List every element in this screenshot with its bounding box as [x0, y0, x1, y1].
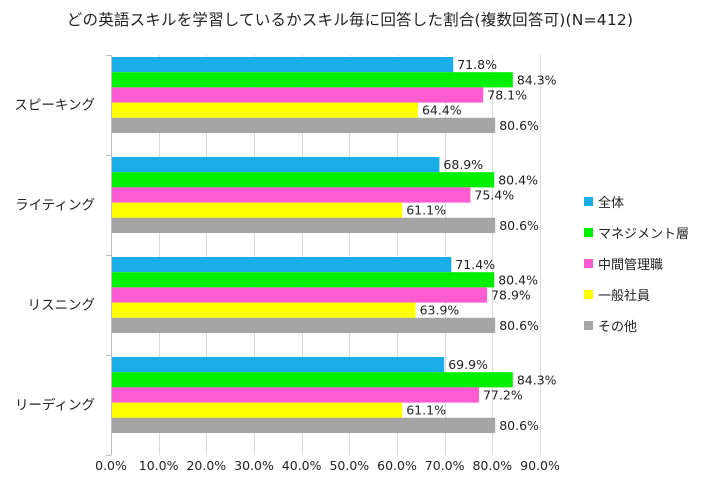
bar — [112, 387, 479, 403]
legend-label: 一般社員 — [598, 289, 651, 304]
bar — [112, 217, 496, 233]
legend-item-management: マネジメント層 — [584, 217, 689, 248]
legend-swatch — [584, 197, 593, 206]
data-label: 71.8% — [457, 57, 497, 72]
legend-label: 全体 — [598, 196, 625, 211]
x-tick-label: 90.0% — [520, 458, 560, 473]
bar — [112, 372, 513, 388]
data-label: 80.4% — [498, 172, 538, 187]
x-tick-label: 20.0% — [186, 458, 226, 473]
legend: 全体 マネジメント層 中間管理職 一般社員 その他 — [584, 186, 689, 341]
legend-item-general-staff: 一般社員 — [584, 279, 689, 310]
legend-swatch — [584, 259, 593, 268]
data-label: 63.9% — [420, 303, 460, 318]
data-label: 69.9% — [448, 357, 488, 372]
x-tick-label: 30.0% — [234, 458, 274, 473]
bar — [112, 57, 454, 73]
legend-label: マネジメント層 — [598, 227, 690, 242]
category-label: スピーキング — [14, 98, 95, 114]
data-label: 78.1% — [487, 88, 527, 103]
legend-label: 中間管理職 — [598, 258, 664, 273]
bar — [112, 317, 496, 333]
bar — [112, 272, 495, 288]
bar — [112, 257, 452, 273]
bar — [112, 87, 484, 103]
x-tick-label: 60.0% — [377, 458, 417, 473]
data-label: 71.4% — [455, 257, 495, 272]
legend-swatch — [584, 321, 593, 330]
data-label: 64.4% — [422, 103, 462, 118]
x-tick-label: 40.0% — [282, 458, 322, 473]
data-label: 80.6% — [499, 318, 539, 333]
bar — [112, 102, 418, 118]
category-label: リーディング — [15, 397, 95, 414]
legend-item-other: その他 — [584, 310, 689, 341]
bar — [112, 117, 496, 133]
data-label: 80.4% — [498, 272, 538, 287]
data-label: 80.6% — [499, 218, 539, 233]
x-tick-label: 50.0% — [329, 458, 369, 473]
data-label: 80.6% — [499, 418, 539, 433]
data-label: 78.9% — [491, 288, 531, 303]
bar — [112, 172, 495, 188]
legend-swatch — [584, 228, 593, 237]
category-label: ライティング — [15, 198, 95, 214]
data-label: 61.1% — [406, 203, 446, 218]
bar — [112, 157, 440, 173]
data-label: 77.2% — [483, 388, 523, 403]
data-label: 75.4% — [474, 188, 514, 203]
x-tick-label: 80.0% — [472, 458, 512, 473]
legend-label: その他 — [598, 320, 638, 335]
x-tick-label: 70.0% — [425, 458, 465, 473]
chart-title: どの英語スキルを学習しているかスキル毎に回答した割合(複数回答可)(N=412) — [66, 11, 634, 29]
bar — [112, 287, 488, 303]
legend-item-overall: 全体 — [584, 186, 689, 217]
bar — [112, 72, 513, 88]
data-label: 84.3% — [517, 372, 557, 387]
bar — [112, 402, 403, 418]
data-label: 80.6% — [499, 118, 539, 133]
bar — [112, 302, 416, 318]
bar — [112, 357, 445, 373]
legend-swatch — [584, 290, 593, 299]
data-label: 61.1% — [406, 403, 446, 418]
data-label: 84.3% — [517, 72, 557, 87]
bar — [112, 202, 403, 218]
bar — [112, 187, 471, 203]
bar — [112, 417, 496, 433]
x-tick-label: 10.0% — [139, 458, 179, 473]
x-tick-label: 0.0% — [95, 458, 127, 473]
data-label: 68.9% — [443, 157, 483, 172]
category-label: リスニング — [28, 298, 96, 314]
legend-item-middle-manager: 中間管理職 — [584, 248, 689, 279]
